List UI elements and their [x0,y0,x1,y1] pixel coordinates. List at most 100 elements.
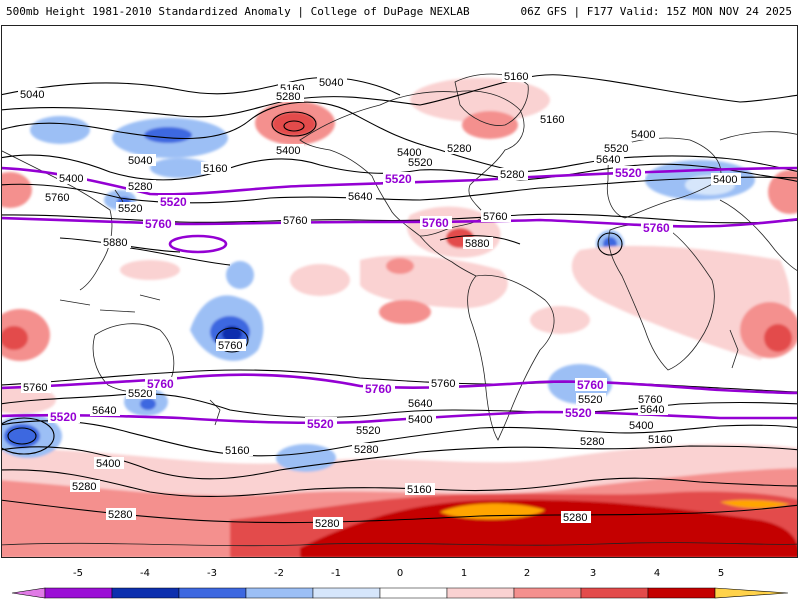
contour-low-southwest-inner [7,427,37,445]
purple-label-5760-f: 5760 [577,378,604,392]
contour-low-gulf-alaska [271,111,317,137]
colorbar-high-arrow [714,587,789,599]
label-5760-b: 5760 [483,211,507,223]
contour-5400-north [2,154,797,182]
colorbar-tick-3: 3 [589,568,597,579]
coast-indonesia [59,294,161,313]
label-5520-e: 5520 [578,394,602,406]
purple-label-5760-a: 5760 [145,217,172,231]
purple-label-5520-b: 5520 [615,166,642,180]
coast-antarctica [2,542,797,547]
colorbar-tick-5: 5 [717,568,725,579]
anomaly-positive-canada [462,111,518,139]
purple-label-5520-a: 5520 [385,172,412,186]
label-5640-c: 5640 [92,405,116,417]
label-5280-i: 5280 [315,518,339,530]
coast-asia [719,131,797,271]
label-5520-b: 5520 [604,143,628,155]
label-5880-a: 5880 [103,237,127,249]
model-valid-time: 06Z GFS | F177 Valid: 15Z MON NOV 24 202… [520,5,792,18]
label-5400-h: 5400 [629,420,653,432]
label-5280-h: 5280 [108,509,132,521]
contour-5280-north [2,101,797,173]
coast-central-america [419,235,477,277]
label-5160-f: 5160 [407,484,431,496]
purple-contour-5760-closed [168,234,228,254]
anomaly-positive-eastpacific [290,264,350,296]
label-5400-d: 5400 [713,174,737,186]
label-5280-d: 5280 [128,181,152,193]
anomaly-positive-southwest-2 [2,386,56,414]
label-5280-b: 5280 [447,143,471,155]
purple-label-5760-c: 5760 [643,221,670,235]
anomaly-positive-east-edge [768,170,797,214]
label-5760-f: 5760 [431,378,455,390]
label-5640-b: 5640 [596,154,620,166]
colorbar-labels: -5 -4 -3 -2 -1 0 1 2 3 4 5 [0,568,800,600]
contour-5760-south [2,369,797,393]
label-5640-d: 5640 [408,398,432,410]
label-5640-a: 5640 [348,191,372,203]
label-5760-a: 5760 [283,215,307,227]
label-5400-f: 5400 [96,458,120,470]
anomaly-negative-siberia [30,116,90,144]
label-5280-j: 5280 [563,512,587,524]
label-5400-c: 5400 [631,129,655,141]
contour-labels: 5040 5040 5040 5160 5160 5160 5160 5160 … [18,70,741,530]
anomaly-positive-arctic [410,78,550,122]
label-5520-c: 5520 [118,203,142,215]
purple-label-5760-b: 5760 [422,216,449,230]
label-5160-b: 5160 [504,71,528,83]
contour-low-gulf-alaska-inner [283,120,305,132]
purple-label-5760-d: 5760 [147,377,174,391]
purple-label-5520-e: 5520 [307,417,334,431]
label-5400-g: 5400 [408,414,432,426]
anomaly-positive-west-pacific-core [2,326,28,350]
label-5280-a: 5280 [276,91,300,103]
label-5760-d: 5760 [218,340,242,352]
contour-5880-tropical [129,247,231,266]
label-5160-g: 5160 [648,434,672,446]
label-5880-b: 5880 [465,238,489,250]
label-5400-e: 5400 [59,173,83,185]
label-5640-e: 5640 [640,404,664,416]
label-5280-c: 5280 [500,169,524,181]
colorbar-tick-neg1: -1 [331,568,341,579]
label-5520-a: 5520 [408,157,432,169]
label-5280-f: 5280 [580,436,604,448]
purple-label-5520-f: 5520 [565,406,592,420]
anomaly-negative-tasman-core [140,398,156,410]
anomaly-positive-south-max-2 [720,499,790,509]
label-5280-e: 5280 [354,444,378,456]
purple-label-5760-e: 5760 [365,382,392,396]
anomaly-positive-southamerica [379,300,431,324]
colorbar-tick-neg4: -4 [140,568,150,579]
contour-5280-south [2,445,797,480]
label-5040-c: 5040 [128,155,152,167]
label-5280-g: 5280 [72,481,96,493]
label-5040-a: 5040 [20,89,44,101]
anomaly-positive-eastpacific-2 [530,306,590,334]
purple-label-5520-c: 5520 [160,195,187,209]
label-5520-f: 5520 [128,388,152,400]
contour-5160-north [2,74,797,118]
label-5760-g: 5760 [638,394,662,406]
colorbar-tick-neg5: -5 [73,568,83,579]
anomaly-positive-gulf-alaska-core [272,112,316,136]
purple-label-5520-d: 5520 [50,410,77,424]
coast-greenland [454,73,529,126]
coast-madagascar [729,329,739,369]
coast-east-asia [2,150,113,291]
map-title: 500mb Height 1981-2010 Standardized Anom… [6,5,470,18]
contour-low-africa [597,232,623,256]
colorbar-tick-4: 4 [653,568,661,579]
colorbar-tick-2: 2 [523,568,531,579]
anomaly-positive-midpacific [120,260,180,280]
contour-5640-north [2,176,797,204]
contour-5040-north [2,77,401,96]
anomaly-positive-caribbean-core [386,258,414,274]
contour-5280-far-south [2,499,797,524]
colorbar-tick-neg2: -2 [274,568,284,579]
colorbar-tick-1: 1 [460,568,468,579]
